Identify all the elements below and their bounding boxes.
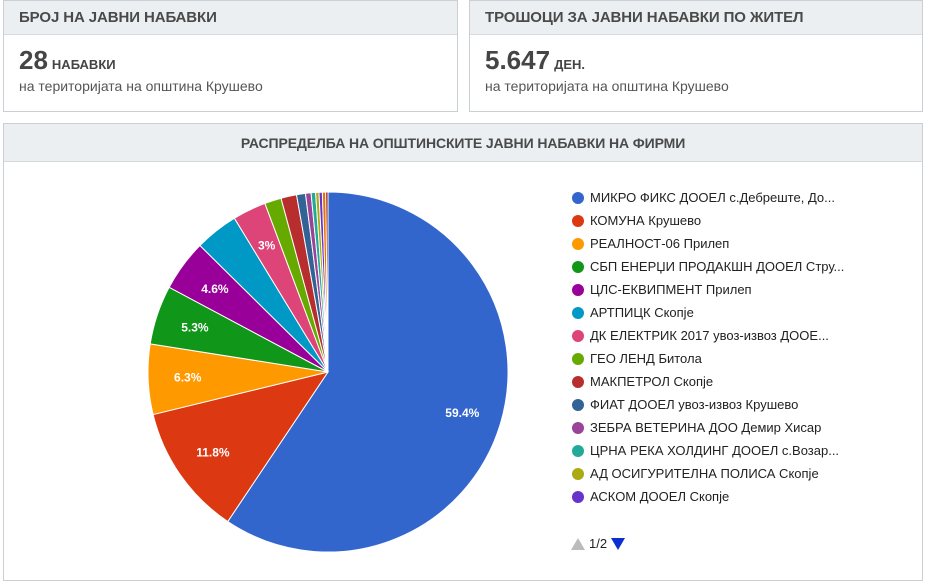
pie-slice-0[interactable]: [227, 191, 509, 553]
slice-data-label-0: 59.4%: [445, 406, 479, 420]
legend-label: МИКРО ФИКС ДООЕЛ с.Дебреште, До...: [590, 190, 835, 205]
legend-item-12[interactable]: АД ОСИГУРИТЕЛНА ПОЛИСА Скопје: [572, 462, 844, 485]
page-indicator: 1/2: [589, 536, 608, 551]
legend-item-11[interactable]: ЦРНА РЕКА ХОЛДИНГ ДООЕЛ с.Возар...: [572, 439, 844, 462]
legend-label: АСКОМ ДООЕЛ Скопје: [590, 489, 730, 504]
legend-item-3[interactable]: СБП ЕНЕРЏИ ПРОДАКШН ДООЕЛ Стру...: [572, 255, 844, 278]
slice-data-label-6: 3%: [258, 239, 276, 253]
legend-label: ФИАТ ДООЕЛ увоз-извоз Крушево: [590, 397, 799, 412]
legend-label: СБП ЕНЕРЏИ ПРОДАКШН ДООЕЛ Стру...: [590, 259, 845, 274]
legend-dot-icon: [572, 214, 584, 227]
procurement-count-subtitle: на територијата на општина Крушево: [19, 78, 263, 94]
legend-label: ЗЕБРА ВЕТЕРИНА ДОО Демир Хисар: [590, 420, 822, 435]
legend-dot-icon: [572, 306, 584, 319]
legend-item-13[interactable]: АСКОМ ДООЕЛ Скопје: [572, 485, 844, 508]
legend-dot-icon: [572, 375, 584, 388]
pie-slice-15[interactable]: [325, 191, 329, 373]
pie-slice-1[interactable]: [152, 371, 330, 523]
page-down-icon[interactable]: [611, 537, 626, 550]
legend-item-5[interactable]: АРТПИЦК Скопје: [572, 301, 844, 324]
procurement-count-unit: НАБАВКИ: [51, 57, 116, 72]
legend-item-0[interactable]: МИКРО ФИКС ДООЕЛ с.Дебреште, До...: [572, 186, 844, 209]
legend-label: КОМУНА Крушево: [590, 213, 702, 228]
legend-label: ГЕО ЛЕНД Битола: [590, 351, 702, 366]
legend-label: ДК ЕЛЕКТРИК 2017 увоз-извоз ДООЕ...: [590, 328, 829, 343]
legend-dot-icon: [572, 237, 584, 250]
legend-dot-icon: [572, 421, 584, 434]
cost-per-resident-value: 5.647: [485, 45, 551, 75]
legend-item-10[interactable]: ЗЕБРА ВЕТЕРИНА ДОО Демир Хисар: [572, 416, 844, 439]
procurement-count-title: БРОЈ НА ЈАВНИ НАБАВКИ: [4, 1, 457, 35]
legend-item-4[interactable]: ЦЛС-ЕКВИПМЕНТ Прилеп: [572, 278, 844, 301]
legend-dot-icon: [572, 444, 584, 457]
chart-legend: МИКРО ФИКС ДООЕЛ с.Дебреште, До... КОМУНА…: [572, 186, 844, 508]
legend-dot-icon: [572, 283, 584, 296]
legend-item-9[interactable]: ФИАТ ДООЕЛ увоз-извоз Крушево: [572, 393, 844, 416]
chart-title: РАСПРЕДЕЛБА НА ОПШТИНСКИТЕ ЈАВНИ НАБАВКИ…: [4, 124, 922, 162]
legend-dot-icon: [572, 329, 584, 342]
cost-per-resident-title: ТРОШОЦИ ЗА ЈАВНИ НАБАВКИ ПО ЖИТЕЛ: [470, 1, 922, 35]
legend-item-2[interactable]: РЕАЛНОСТ-06 Прилеп: [572, 232, 844, 255]
legend-label: АД ОСИГУРИТЕЛНА ПОЛИСА Скопје: [590, 466, 819, 481]
legend-label: МАКПЕТРОЛ Скопје: [590, 374, 714, 389]
slice-data-label-3: 5.3%: [181, 320, 209, 334]
cost-per-resident-card: ТРОШОЦИ ЗА ЈАВНИ НАБАВКИ ПО ЖИТЕЛ 5.647 Д…: [469, 0, 923, 112]
legend-item-7[interactable]: ГЕО ЛЕНД Битола: [572, 347, 844, 370]
slice-data-label-2: 6.3%: [174, 371, 202, 385]
cost-per-resident-unit: ДЕН.: [554, 57, 586, 72]
legend-item-8[interactable]: МАКПЕТРОЛ Скопје: [572, 370, 844, 393]
legend-pager: 1/2: [571, 536, 626, 551]
legend-dot-icon: [572, 260, 584, 273]
slice-data-label-4: 4.6%: [201, 282, 229, 296]
slice-data-label-1: 11.8%: [196, 445, 230, 459]
legend-dot-icon: [572, 467, 584, 480]
legend-dot-icon: [572, 352, 584, 365]
procurement-count-card: БРОЈ НА ЈАВНИ НАБАВКИ 28 НАБАВКИ на терит…: [3, 0, 458, 112]
legend-dot-icon: [572, 490, 584, 503]
cost-per-resident-subtitle: на територијата на општина Крушево: [485, 78, 729, 94]
legend-item-6[interactable]: ДК ЕЛЕКТРИК 2017 увоз-извоз ДООЕ...: [572, 324, 844, 347]
legend-label: ЦРНА РЕКА ХОЛДИНГ ДООЕЛ с.Возар...: [590, 443, 840, 458]
legend-dot-icon: [572, 191, 584, 204]
procurement-count-value: 28: [19, 45, 48, 75]
legend-label: АРТПИЦК Скопје: [590, 305, 694, 320]
legend-label: ЦЛС-ЕКВИПМЕНТ Прилеп: [590, 282, 752, 297]
page-up-icon[interactable]: [571, 537, 585, 550]
legend-dot-icon: [572, 398, 584, 411]
legend-label: РЕАЛНОСТ-06 Прилеп: [590, 236, 730, 251]
legend-item-1[interactable]: КОМУНА Крушево: [572, 209, 844, 232]
